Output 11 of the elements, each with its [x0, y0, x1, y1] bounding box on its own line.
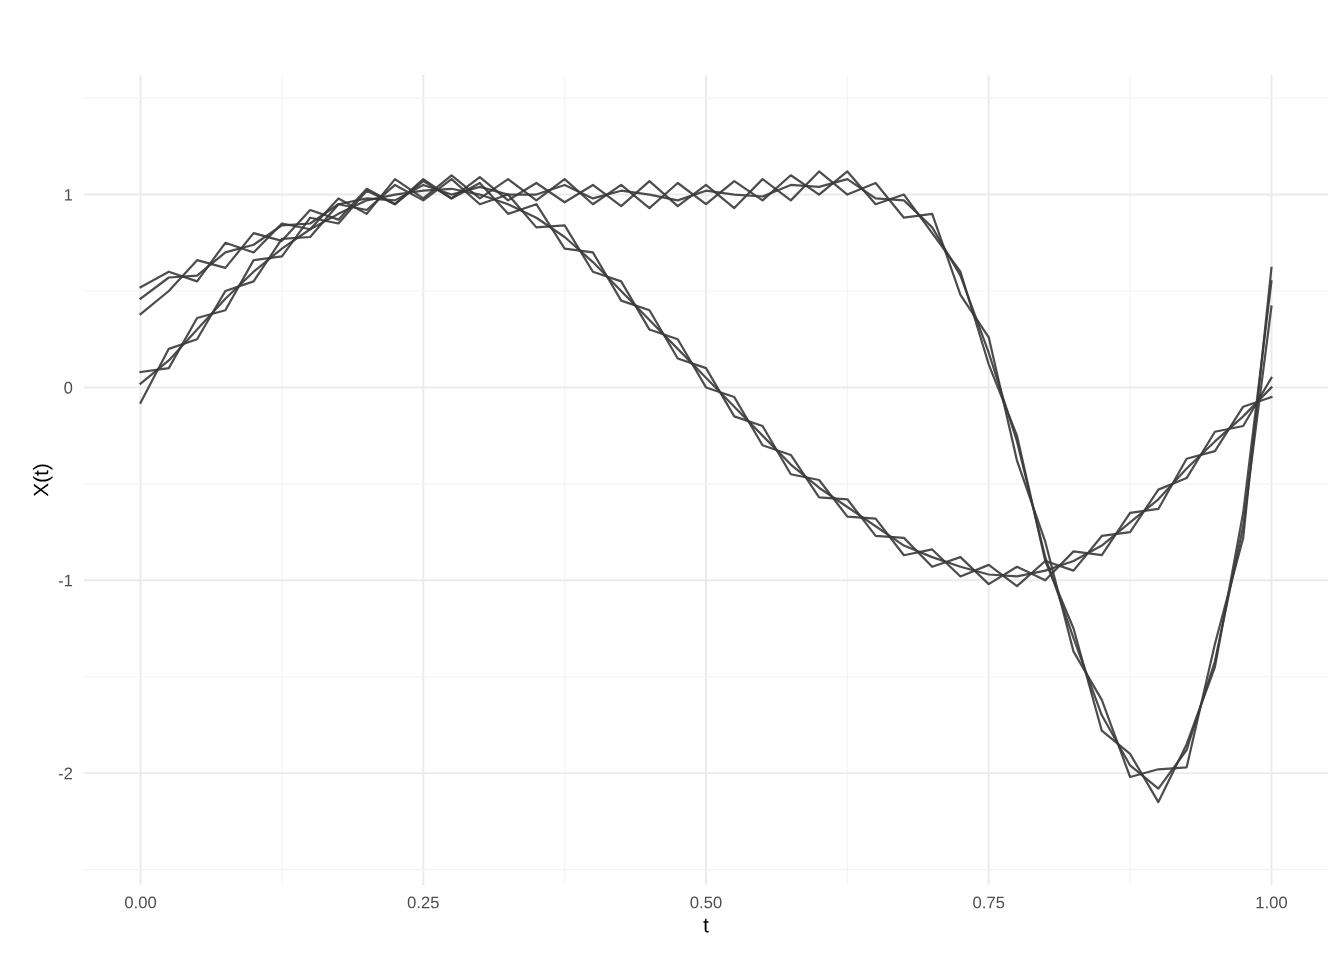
- x-tick-label: 0.50: [690, 896, 722, 909]
- y-tick-label: -1: [58, 574, 73, 587]
- y-tick-label: -2: [58, 767, 73, 780]
- y-tick-label: 1: [64, 189, 73, 201]
- y-axis-title: X(t): [33, 464, 53, 497]
- x-tick-label: 0.00: [124, 896, 157, 909]
- y-tick-label: 0: [64, 381, 73, 394]
- x-tick-label: 1.00: [1256, 896, 1288, 909]
- x-axis-title: t: [703, 918, 709, 933]
- x-tick-label: 0.25: [407, 896, 439, 909]
- x-tick-label: 0.75: [973, 896, 1005, 909]
